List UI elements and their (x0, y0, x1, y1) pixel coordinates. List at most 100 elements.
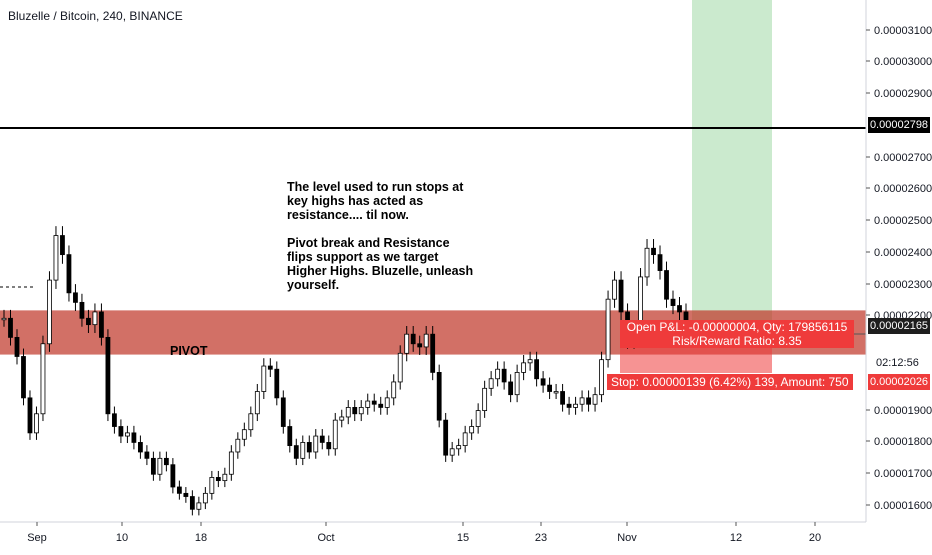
time-tick-label: 23 (535, 532, 547, 544)
candle-body (34, 413, 39, 434)
candle-body (92, 311, 98, 326)
candle-body (599, 359, 604, 396)
candle-body (274, 368, 280, 399)
candle-body (170, 464, 176, 488)
candle-body (79, 301, 85, 319)
risk-reward-text: Risk/Reward Ratio: 8.35 (672, 334, 802, 348)
candle-body (86, 317, 91, 326)
candle-body (475, 410, 481, 427)
candle-body (189, 496, 195, 510)
candle-body (423, 333, 429, 348)
candle-body (267, 365, 273, 370)
candle-body (326, 442, 332, 450)
candle-body (157, 457, 163, 475)
stop-zone (620, 345, 772, 373)
candle-body (547, 384, 552, 392)
resistance-price-tag: 0.00002798 (868, 117, 930, 133)
candle-body (8, 317, 13, 338)
position-entry-label[interactable]: Open P&L: -0.00000004, Qty: 179856115 Ri… (620, 320, 854, 348)
candle-body (651, 247, 656, 256)
candle-body (573, 403, 578, 408)
candle-body (27, 397, 33, 434)
candle-body (215, 477, 221, 482)
symbol-title: Bluzelle / Bitcoin, 240, BINANCE (8, 9, 183, 23)
candle-body (521, 362, 527, 373)
candle-body (131, 432, 137, 443)
candle-body (397, 352, 403, 383)
candle-body (228, 451, 234, 475)
candle-body (605, 298, 611, 361)
candle-body (612, 279, 617, 300)
candle-body (21, 356, 26, 399)
candle-body (443, 419, 449, 456)
candle-body (534, 359, 540, 380)
time-tick-label: 18 (195, 532, 207, 544)
price-tick-label: 0.00002700 (874, 152, 932, 164)
price-tick-label: 0.00002900 (874, 88, 932, 100)
price-tick-label: 0.00001800 (874, 436, 932, 448)
candle-body (40, 343, 46, 415)
open-pnl-text: Open P&L: -0.00000004, Qty: 179856115 (626, 320, 848, 334)
position-stop-label[interactable]: Stop: 0.00000139 (6.42%) 139, Amount: 75… (607, 374, 853, 390)
candle-body (118, 426, 124, 437)
time-tick-label: 15 (457, 532, 469, 544)
candle-body (47, 279, 52, 345)
candle-series (1, 226, 689, 516)
candle-body (456, 445, 462, 450)
candle-body (664, 270, 669, 300)
candle-body (553, 391, 559, 394)
price-tick-label: 0.00002500 (874, 215, 932, 227)
candle-body (235, 438, 241, 453)
candle-body (137, 442, 143, 453)
candle-body (378, 403, 384, 408)
candle-body (105, 336, 111, 415)
candle-body (60, 235, 65, 256)
candle-body (196, 502, 202, 510)
candle-body (462, 432, 468, 447)
price-tick-label: 0.00002600 (874, 183, 932, 195)
candle-body (449, 448, 455, 456)
candle-body (579, 397, 585, 405)
bar-countdown: 02:12:56 (876, 357, 919, 369)
time-tick-label: 12 (730, 532, 742, 544)
candle-body (163, 457, 169, 466)
candle-body (527, 359, 533, 364)
annotation-paragraph-1: The level used to run stops at key highs… (287, 180, 464, 222)
time-tick-label: Oct (317, 532, 334, 544)
candle-body (436, 372, 442, 421)
candle-body (287, 426, 293, 447)
candle-body (202, 492, 208, 504)
candle-body (176, 486, 182, 494)
candle-body (540, 378, 546, 386)
candle-body (66, 254, 72, 294)
price-tick-label: 0.00003000 (874, 56, 932, 68)
annotation-paragraph-2: Pivot break and Resistance flips support… (287, 236, 474, 292)
time-tick-label: Sep (27, 532, 47, 544)
price-tick-label: 0.00001700 (874, 468, 932, 480)
candle-body (313, 435, 319, 453)
candle-body (560, 391, 565, 405)
candle-body (657, 254, 663, 271)
candle-body (53, 235, 59, 281)
candle-body (144, 451, 150, 459)
candle-body (293, 445, 299, 459)
candle-body (618, 279, 624, 313)
candle-body (183, 492, 189, 497)
candle-body (14, 336, 20, 357)
candle-body (404, 333, 410, 354)
candle-body (430, 333, 436, 373)
stop-price-tag: 0.00002026 (868, 374, 930, 390)
candle-body (566, 403, 572, 408)
candle-body (391, 381, 397, 399)
candle-body (99, 311, 104, 338)
candle-body (332, 419, 338, 450)
candle-body (248, 413, 254, 431)
candle-body (209, 477, 215, 494)
price-tick-label: 0.00001600 (874, 500, 932, 512)
candle-body (112, 413, 117, 427)
price-tick-label: 0.00001900 (874, 405, 932, 417)
annotation-note: The level used to run stops at key highs… (287, 180, 477, 306)
candle-body (358, 407, 364, 415)
candle-body (488, 378, 494, 389)
candle-body (482, 387, 488, 411)
